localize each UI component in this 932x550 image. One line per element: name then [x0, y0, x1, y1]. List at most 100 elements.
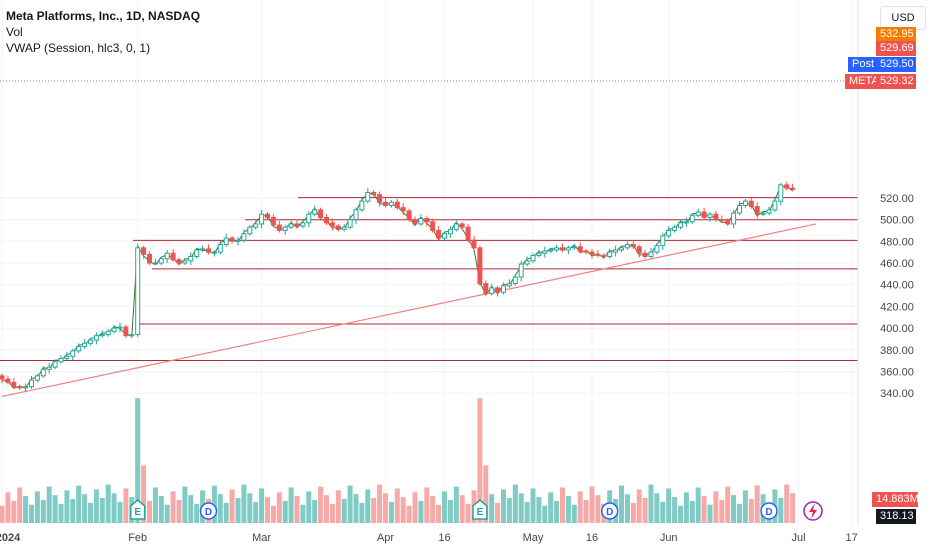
- candle: [560, 247, 565, 251]
- volume-bar: [52, 495, 58, 523]
- candle: [52, 361, 58, 368]
- volume-bar: [111, 493, 117, 523]
- volume-bar: [188, 495, 194, 523]
- volume-bar: [530, 488, 536, 523]
- volume-bar: [524, 501, 530, 523]
- candle: [742, 200, 748, 206]
- symbol-title[interactable]: Meta Platforms, Inc., 1D, NASDAQ: [6, 9, 201, 23]
- volume-bar: [666, 488, 672, 523]
- volume-tag: 14.883M: [872, 492, 919, 507]
- time-axis[interactable]: 2024 Feb Mar Apr 16 May 16 Jun Jul 17: [0, 525, 932, 550]
- volume-bar: [477, 398, 483, 523]
- candle: [601, 254, 607, 257]
- candle: [259, 213, 265, 225]
- time-tick-label: 16: [586, 532, 598, 544]
- volume-bar: [512, 484, 518, 523]
- candle: [512, 276, 518, 285]
- candle: [329, 222, 335, 227]
- price-axis[interactable]: 340.00 360.00 380.00 400.00 420.00 440.00 460.…: [857, 0, 932, 550]
- volume-bar: [170, 491, 176, 523]
- volume-bar: [46, 486, 52, 523]
- candle: [772, 200, 778, 211]
- candle: [93, 335, 99, 341]
- event-marker-e: E: [129, 499, 146, 520]
- volume-bar: [17, 487, 23, 523]
- price-tick-label: 440.00: [880, 280, 914, 292]
- candle: [766, 209, 772, 214]
- volume-bar: [406, 505, 412, 523]
- candle: [477, 247, 483, 285]
- volume-bar: [412, 492, 418, 523]
- candle: [99, 334, 105, 337]
- candle: [341, 226, 347, 230]
- volume-bar: [683, 492, 689, 523]
- event-label: E: [134, 507, 141, 518]
- candle: [589, 251, 595, 255]
- candle: [689, 214, 695, 223]
- price-tick-label: 480.00: [880, 236, 914, 248]
- candle: [436, 229, 442, 239]
- candle: [613, 249, 619, 253]
- event-label: D: [765, 507, 772, 518]
- price-tag-post: 529.50: [876, 57, 916, 72]
- volume-bar: [453, 486, 459, 523]
- candle: [424, 218, 430, 223]
- volume-bar: [660, 501, 666, 523]
- vwap-indicator-label[interactable]: VWAP (Session, hlc3, 0, 1): [6, 41, 151, 55]
- candle: [595, 253, 601, 256]
- price-tick-label: 340.00: [880, 388, 914, 400]
- candle: [335, 225, 341, 230]
- candle: [447, 228, 453, 235]
- volume-bar: [424, 487, 430, 523]
- candle: [141, 247, 147, 255]
- volume-bar: [265, 497, 270, 523]
- candle: [282, 226, 288, 231]
- candle: [660, 235, 666, 247]
- candle: [666, 229, 672, 237]
- volume-bar: [117, 501, 123, 523]
- candle: [731, 212, 737, 225]
- candle: [270, 216, 276, 226]
- candle: [565, 247, 571, 251]
- candle: [88, 339, 93, 344]
- vwap-line: [2, 186, 793, 389]
- volume-bar: [748, 499, 754, 523]
- time-tick-label: Jul: [791, 532, 805, 544]
- time-tick-label: Apr: [377, 532, 394, 544]
- volume-bar: [306, 491, 312, 523]
- candle: [542, 250, 548, 254]
- candle: [506, 283, 512, 287]
- candle: [182, 260, 188, 264]
- candle: [70, 350, 76, 357]
- candle: [636, 246, 642, 254]
- candle: [412, 219, 418, 225]
- candle: [571, 246, 577, 249]
- time-tick-label: Feb: [128, 532, 147, 544]
- dividend-icon: [760, 502, 778, 520]
- post-label: Post: [848, 57, 876, 72]
- candle: [524, 260, 530, 265]
- candle: [683, 221, 689, 224]
- candle: [624, 244, 630, 249]
- volume-bar: [229, 489, 235, 523]
- volume-bar: [318, 486, 324, 523]
- candle: [0, 375, 5, 380]
- volume-bar: [731, 495, 737, 523]
- candle: [719, 219, 725, 222]
- volume-bar: [589, 486, 595, 523]
- chart-legend: Meta Platforms, Inc., 1D, NASDAQ Vol VWA…: [6, 8, 200, 56]
- candle: [630, 244, 636, 248]
- candle: [418, 218, 424, 225]
- candle: [678, 222, 683, 228]
- candle: [40, 368, 46, 377]
- volume-bar: [695, 487, 701, 523]
- volume-bar: [217, 494, 223, 523]
- currency-selector[interactable]: USD: [880, 6, 926, 30]
- volume-bar: [595, 495, 601, 523]
- volume-bar: [636, 489, 642, 523]
- candle: [294, 223, 300, 227]
- volume-indicator-label[interactable]: Vol: [6, 25, 23, 39]
- candle: [312, 209, 318, 215]
